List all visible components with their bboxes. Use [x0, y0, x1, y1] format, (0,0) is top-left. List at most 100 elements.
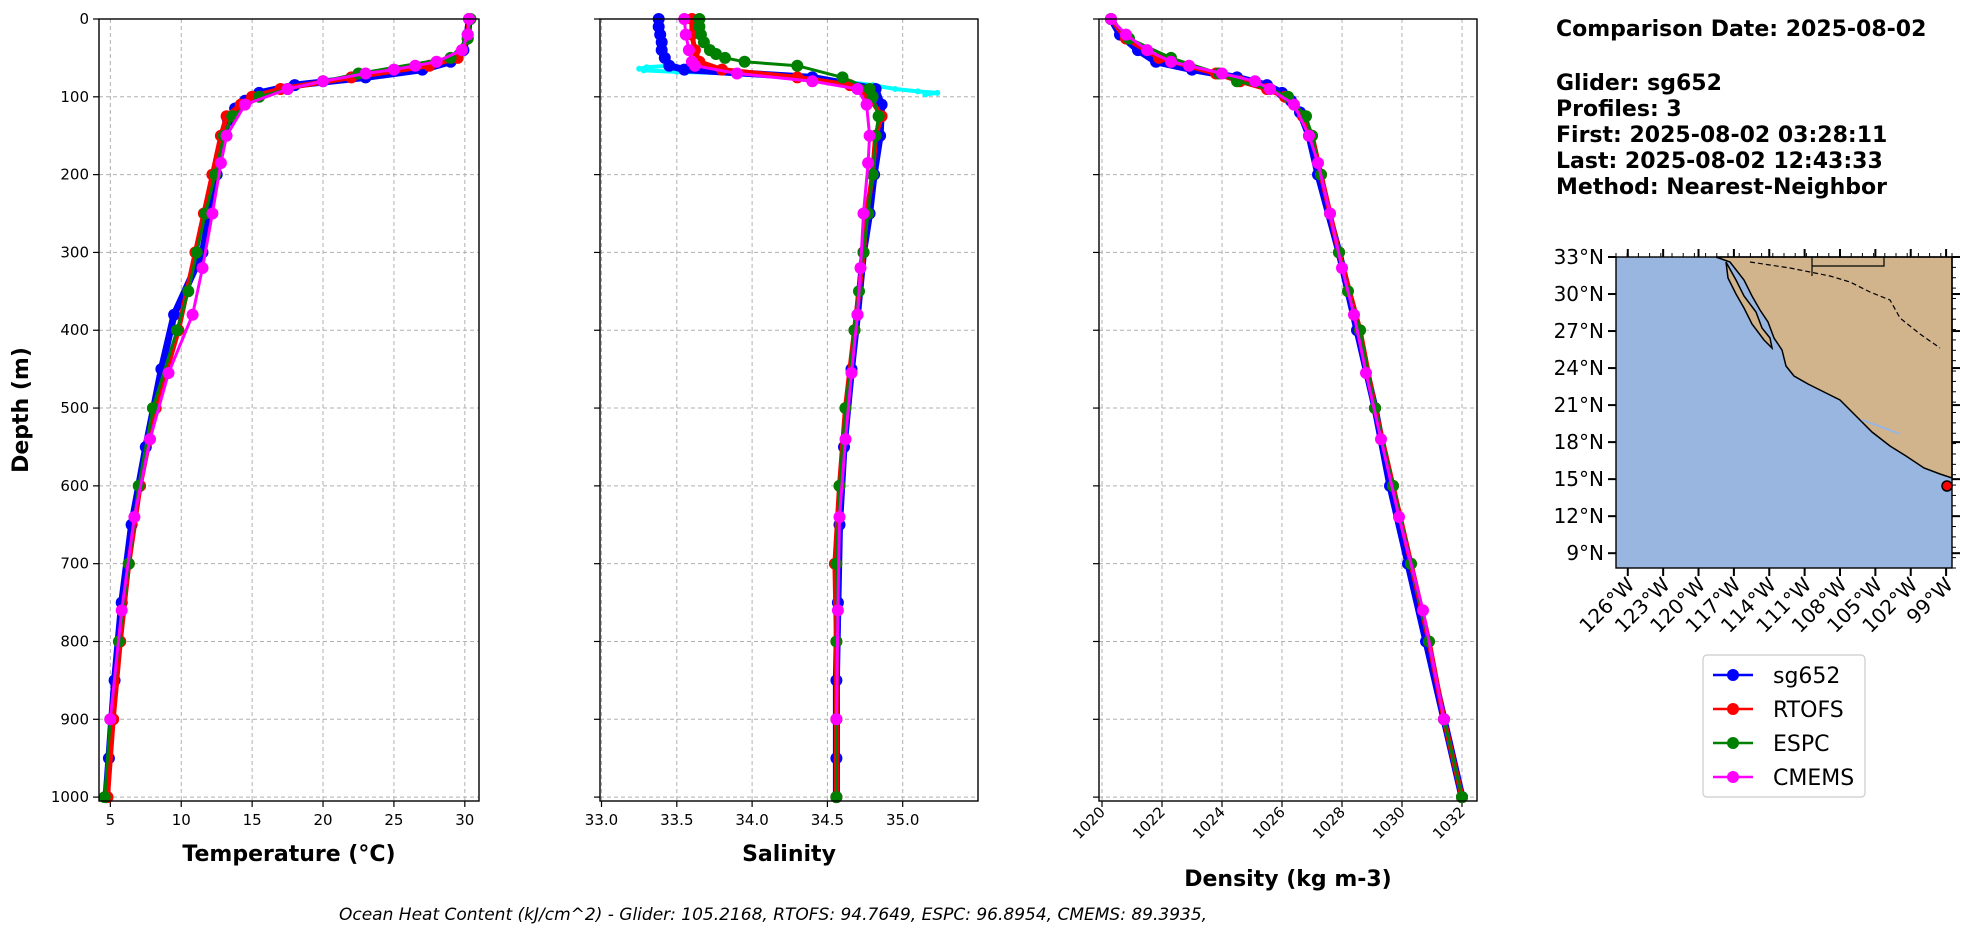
- lat-tick-label: 30°N: [1554, 282, 1604, 306]
- x-tick-label: 30: [455, 811, 474, 829]
- comparison-date: Comparison Date: 2025-08-02: [1556, 17, 1926, 42]
- point-CMEMS: [845, 367, 858, 379]
- point-sg652: [663, 59, 676, 72]
- point-ESPC: [791, 59, 804, 72]
- point-sg652: [678, 63, 691, 76]
- point-glider_raw: [934, 89, 941, 96]
- point-ESPC: [182, 285, 195, 298]
- x-tick-label: 34.0: [735, 811, 768, 829]
- lat-tick-label: 33°N: [1554, 245, 1604, 269]
- point-ESPC: [190, 246, 203, 259]
- point-sg652: [168, 308, 181, 321]
- legend-label: sg652: [1773, 664, 1840, 689]
- x-tick-label: 35.0: [886, 811, 919, 829]
- y-tick-label: 1000: [51, 788, 89, 806]
- point-glider_raw: [892, 86, 899, 92]
- point-CMEMS: [1249, 75, 1261, 88]
- y-tick-label: 200: [60, 166, 89, 184]
- x-tick-label: 1020: [1069, 803, 1109, 843]
- point-CMEMS: [144, 433, 156, 446]
- lat-tick-label: 9°N: [1566, 541, 1604, 565]
- x-tick-label: 1030: [1369, 803, 1409, 843]
- point-CMEMS: [839, 433, 852, 446]
- y-tick-label: 700: [60, 555, 89, 573]
- x-tick-label: 20: [313, 811, 332, 829]
- point-ESPC: [830, 557, 843, 570]
- x-tick-label: 1032: [1429, 803, 1469, 843]
- plot-frame: [599, 18, 979, 802]
- point-CMEMS: [1324, 207, 1336, 220]
- info-block: Comparison Date: 2025-08-02 Glider: sg65…: [1556, 17, 1926, 200]
- point-CMEMS: [128, 511, 141, 523]
- point-CMEMS: [461, 28, 474, 41]
- legend-label: CMEMS: [1773, 766, 1854, 791]
- point-ESPC: [872, 110, 885, 123]
- point-glider_raw: [640, 67, 647, 74]
- point-CMEMS: [387, 63, 400, 76]
- plot-frame: [98, 18, 480, 802]
- point-CMEMS: [1141, 44, 1153, 57]
- last-time: Last: 2025-08-02 12:43:33: [1556, 149, 1883, 174]
- glider-location-marker: [1941, 480, 1953, 492]
- point-ESPC: [1300, 110, 1312, 123]
- legend-marker-ESPC: [1727, 737, 1739, 749]
- point-CMEMS: [281, 83, 294, 95]
- x-tick-label: 10: [172, 811, 191, 829]
- location-map: 33°N30°N27°N24°N21°N18°N15°N12°N9°N126°W…: [1554, 245, 1960, 638]
- point-CMEMS: [104, 713, 117, 726]
- point-CMEMS: [863, 129, 876, 142]
- point-CMEMS: [857, 207, 870, 220]
- point-CMEMS: [679, 28, 692, 41]
- point-CMEMS: [1288, 98, 1300, 111]
- series-line-CMEMS: [1109, 17, 1446, 721]
- map-land: [1715, 256, 1953, 480]
- point-ESPC: [836, 71, 849, 84]
- x-tick-label: 1024: [1189, 803, 1229, 843]
- map-baja: [1725, 261, 1774, 351]
- y-tick-label: 900: [60, 710, 89, 728]
- y-tick-label: 100: [60, 88, 89, 106]
- point-CMEMS: [115, 604, 128, 617]
- x-axis-label: Salinity: [742, 842, 836, 867]
- point-CMEMS: [1348, 308, 1360, 321]
- profiles-count: Profiles: 3: [1556, 97, 1682, 122]
- point-CMEMS: [1336, 262, 1348, 274]
- point-CMEMS: [1417, 604, 1429, 617]
- point-CMEMS: [854, 262, 867, 274]
- x-tick-label: 25: [384, 811, 403, 829]
- point-CMEMS: [1312, 157, 1324, 169]
- point-CMEMS: [214, 157, 227, 169]
- y-tick-label: 300: [60, 243, 89, 261]
- point-ESPC: [857, 246, 870, 259]
- x-tick-label: 1028: [1309, 803, 1349, 843]
- lat-tick-label: 27°N: [1554, 319, 1604, 343]
- point-ESPC: [830, 791, 843, 804]
- x-tick-label: 34.5: [811, 811, 844, 829]
- point-CMEMS: [1393, 511, 1405, 523]
- legend-item: CMEMS: [1713, 766, 1854, 791]
- legend: sg652 RTOFS ESPC CMEMS: [1702, 654, 1866, 798]
- legend-item: sg652: [1713, 664, 1840, 689]
- y-tick-label: 400: [60, 321, 89, 339]
- legend-marker-CMEMS: [1727, 771, 1739, 783]
- point-ESPC: [710, 48, 722, 60]
- point-ESPC: [866, 168, 879, 181]
- x-tick-label: 33.5: [660, 811, 693, 829]
- legend-box: [1702, 654, 1866, 798]
- method: Method: Nearest-Neighbor: [1556, 175, 1887, 200]
- point-CMEMS: [1120, 28, 1132, 41]
- point-ESPC: [719, 51, 731, 64]
- point-CMEMS: [1360, 367, 1372, 379]
- point-CMEMS: [359, 67, 372, 80]
- legend-marker-RTOFS: [1727, 703, 1739, 715]
- point-CMEMS: [1216, 67, 1228, 80]
- first-time: First: 2025-08-02 03:28:11: [1556, 123, 1887, 148]
- x-tick-label: 33.0: [585, 811, 618, 829]
- panel-1: 5 10 15 20 25 3001002003004005006007008009001…: [9, 10, 480, 867]
- panel-3: 1020 1022 1024 1026 1028 1030 1032 Density (kg …: [1069, 13, 1478, 892]
- point-CMEMS: [806, 75, 819, 88]
- point-CMEMS: [1264, 83, 1276, 95]
- point-ESPC: [171, 324, 183, 337]
- point-CMEMS: [862, 157, 875, 169]
